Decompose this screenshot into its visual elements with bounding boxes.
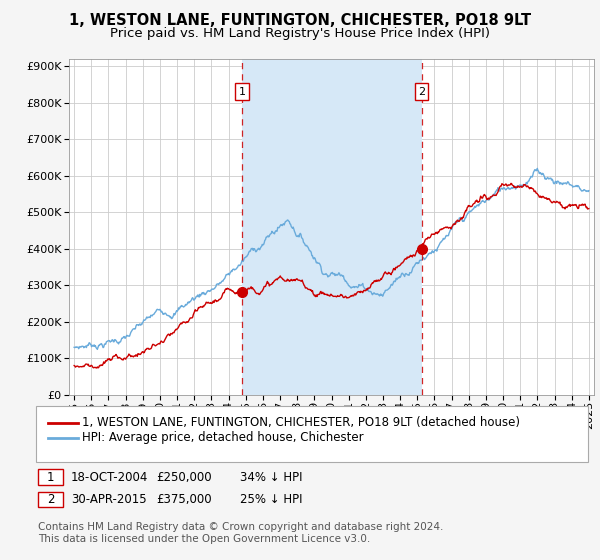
Text: Contains HM Land Registry data © Crown copyright and database right 2024.
This d: Contains HM Land Registry data © Crown c… — [38, 522, 443, 544]
Text: 2: 2 — [418, 87, 425, 97]
Text: 1: 1 — [47, 470, 54, 484]
Text: HPI: Average price, detached house, Chichester: HPI: Average price, detached house, Chic… — [82, 431, 364, 445]
Text: 2: 2 — [47, 493, 54, 506]
Text: £375,000: £375,000 — [156, 493, 212, 506]
Text: 18-OCT-2004: 18-OCT-2004 — [71, 470, 148, 484]
Text: 1, WESTON LANE, FUNTINGTON, CHICHESTER, PO18 9LT (detached house): 1, WESTON LANE, FUNTINGTON, CHICHESTER, … — [82, 416, 520, 430]
Text: 34% ↓ HPI: 34% ↓ HPI — [240, 470, 302, 484]
Text: Price paid vs. HM Land Registry's House Price Index (HPI): Price paid vs. HM Land Registry's House … — [110, 27, 490, 40]
Text: 30-APR-2015: 30-APR-2015 — [71, 493, 146, 506]
Text: 25% ↓ HPI: 25% ↓ HPI — [240, 493, 302, 506]
Text: £250,000: £250,000 — [156, 470, 212, 484]
Text: 1, WESTON LANE, FUNTINGTON, CHICHESTER, PO18 9LT: 1, WESTON LANE, FUNTINGTON, CHICHESTER, … — [69, 13, 531, 29]
Bar — [242, 59, 422, 395]
Text: 1: 1 — [239, 87, 246, 97]
